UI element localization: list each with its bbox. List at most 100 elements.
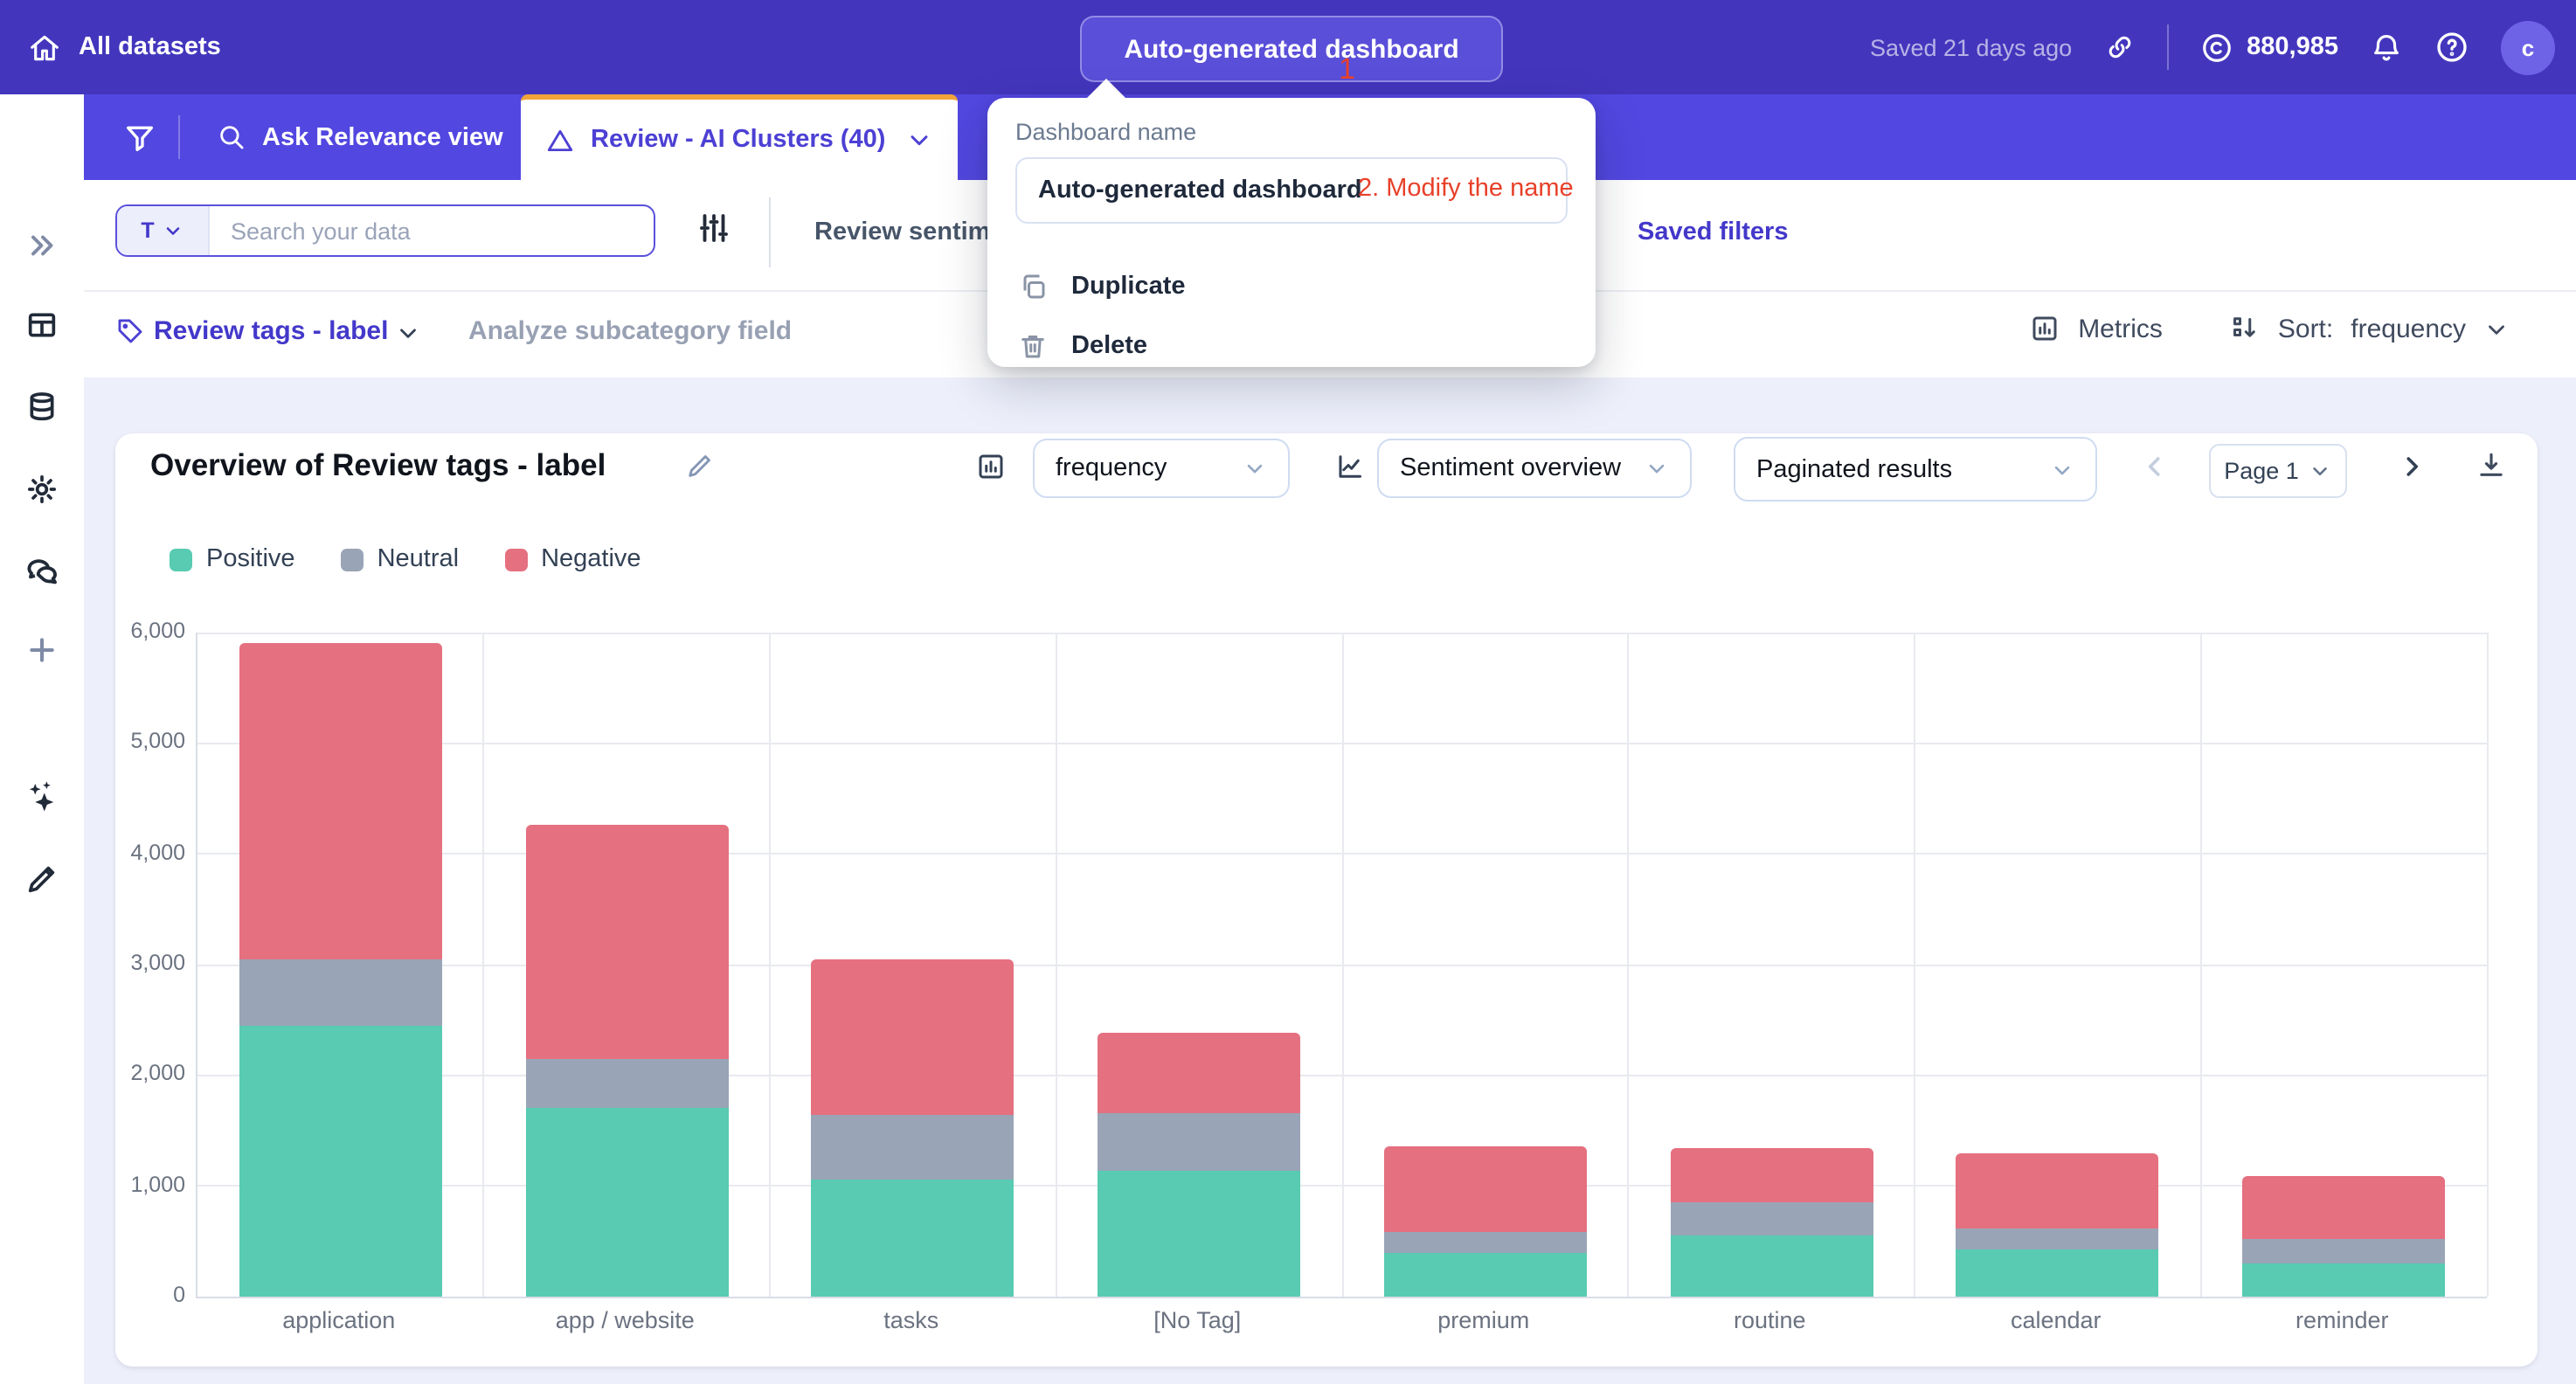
notifications-bell-icon[interactable] (2370, 31, 2403, 64)
page-next-icon[interactable] (2396, 451, 2427, 482)
bar-tasks-neutral[interactable] (812, 1114, 1014, 1180)
results-mode-select[interactable]: Paginated results (1734, 437, 2097, 502)
bar-tasks-negative[interactable] (812, 959, 1014, 1114)
sort-value-dropdown[interactable]: frequency (2351, 314, 2466, 343)
bar-premium-negative[interactable] (1384, 1146, 1587, 1232)
y-axis-labels: 01,0002,0003,0004,0005,0006,000 (115, 633, 185, 1297)
category-field-dropdown[interactable]: Review tags - label (154, 316, 388, 346)
edit-pencil-icon[interactable] (0, 858, 84, 900)
legend-item-negative[interactable]: Negative (504, 545, 641, 573)
chevron-down-icon[interactable] (2483, 315, 2510, 342)
bar-premium-positive[interactable] (1384, 1254, 1587, 1297)
line-chart-icon (1335, 451, 1367, 482)
credits-counter[interactable]: 880,985 (2199, 31, 2338, 64)
gridline-v (483, 633, 485, 1297)
bar-reminder-positive[interactable] (2242, 1263, 2445, 1297)
dashboard-name-popup: Dashboard name Auto-generated dashboard … (987, 98, 1596, 367)
bar-calendar-negative[interactable] (1956, 1152, 2159, 1228)
bar-app-website-positive[interactable] (525, 1109, 728, 1297)
ai-sparkles-icon[interactable] (0, 774, 84, 816)
search-icon (217, 122, 246, 152)
help-icon[interactable] (2434, 30, 2469, 65)
page-select[interactable]: Page 1 (2209, 444, 2347, 498)
saved-status: Saved 21 days ago (1870, 34, 2072, 60)
bar-routine-neutral[interactable] (1670, 1203, 1873, 1236)
chevron-down-icon[interactable] (905, 126, 933, 154)
bar--no-tag--neutral[interactable] (1098, 1113, 1300, 1171)
share-link-icon[interactable] (2103, 31, 2135, 63)
bar-routine-positive[interactable] (1670, 1236, 1873, 1297)
chevron-down-icon[interactable] (395, 320, 421, 346)
tab-review-ai-clusters[interactable]: Review - AI Clusters (40) (521, 94, 958, 180)
filter-funnel-button[interactable] (101, 94, 178, 180)
gridline-v (2200, 633, 2202, 1297)
avatar[interactable]: c (2501, 20, 2555, 74)
bar-routine-negative[interactable] (1670, 1149, 1873, 1203)
dashboards-icon[interactable] (0, 304, 84, 346)
results-mode-value: Paginated results (1756, 455, 1952, 483)
dashboard-name-button[interactable]: Auto-generated dashboard (1080, 16, 1503, 82)
review-sentiment-label[interactable]: Review sentim (814, 218, 991, 246)
search-input[interactable] (210, 206, 654, 255)
bar-application-negative[interactable] (239, 644, 442, 959)
duplicate-copy-icon (1017, 271, 1049, 302)
x-tick-label: [No Tag] (1055, 1307, 1341, 1333)
menu-item-delete[interactable]: Delete (987, 318, 1596, 374)
bar-application-neutral[interactable] (239, 959, 442, 1026)
tag-icon (115, 316, 145, 346)
bar--no-tag--negative[interactable] (1098, 1032, 1300, 1112)
x-tick-label: routine (1627, 1307, 1914, 1333)
tab-bar-divider (178, 115, 180, 159)
metric-select[interactable]: frequency (1033, 439, 1290, 498)
download-icon[interactable] (2475, 449, 2508, 482)
subcategory-field-placeholder[interactable]: Analyze subcategory field (468, 316, 792, 346)
bar-premium-neutral[interactable] (1384, 1232, 1587, 1254)
top-bar: All datasets Auto-generated dashboard Sa… (0, 0, 2576, 94)
bar-chart-icon (975, 451, 1007, 482)
x-tick-label: tasks (768, 1307, 1055, 1333)
saved-filters-link[interactable]: Saved filters (1638, 218, 1789, 246)
search-type-dropdown[interactable]: T (117, 206, 210, 255)
bar-app-website-negative[interactable] (525, 824, 728, 1059)
gridline-v (1914, 633, 1915, 1297)
all-datasets-label: All datasets (79, 33, 221, 61)
search-settings-icon[interactable] (696, 210, 732, 246)
bar-reminder-negative[interactable] (2242, 1176, 2445, 1240)
relevance-dashboard-app: All datasets Auto-generated dashboard Sa… (0, 0, 2576, 1384)
chevron-down-icon (1645, 456, 1669, 481)
legend-item-neutral[interactable]: Neutral (341, 545, 460, 573)
add-new-icon[interactable] (0, 629, 84, 671)
all-datasets-link[interactable]: All datasets (28, 0, 221, 94)
popup-title: Dashboard name (1015, 119, 1196, 145)
bar-app-website-neutral[interactable] (525, 1059, 728, 1109)
y-tick-label: 0 (173, 1283, 185, 1307)
bar-application-positive[interactable] (239, 1026, 442, 1297)
gridline-v (1628, 633, 1630, 1297)
view-select[interactable]: Sentiment overview (1377, 439, 1692, 498)
settings-gear-icon[interactable] (0, 468, 84, 510)
tab-ask-relevance-view[interactable]: Ask Relevance view (192, 94, 528, 180)
ask-relevance-view-label: Ask Relevance view (262, 123, 503, 151)
metrics-button[interactable]: Metrics (2078, 314, 2163, 343)
top-bar-divider (2166, 24, 2168, 70)
page-select-value: Page 1 (2224, 458, 2299, 484)
bar--no-tag--positive[interactable] (1098, 1171, 1300, 1297)
bar-reminder-neutral[interactable] (2242, 1240, 2445, 1263)
bar-tasks-positive[interactable] (812, 1180, 1014, 1297)
datasets-icon[interactable] (0, 386, 84, 428)
chat-bubbles-icon[interactable] (0, 550, 84, 592)
chevron-down-icon (163, 220, 184, 241)
x-tick-label: premium (1340, 1307, 1627, 1333)
chart-plot-area (196, 633, 2487, 1298)
bar-calendar-neutral[interactable] (1956, 1228, 2159, 1249)
menu-item-duplicate[interactable]: Duplicate (987, 259, 1596, 315)
legend-label: Neutral (377, 545, 460, 573)
legend-item-positive[interactable]: Positive (170, 545, 295, 573)
expand-sidebar-icon[interactable] (0, 224, 84, 266)
bar-calendar-positive[interactable] (1956, 1249, 2159, 1297)
y-tick-label: 5,000 (130, 730, 185, 754)
edit-title-pencil-icon[interactable] (685, 451, 715, 481)
view-select-value: Sentiment overview (1400, 454, 1621, 482)
chevron-down-icon (2309, 460, 2332, 482)
page-previous-icon[interactable] (2139, 451, 2171, 482)
